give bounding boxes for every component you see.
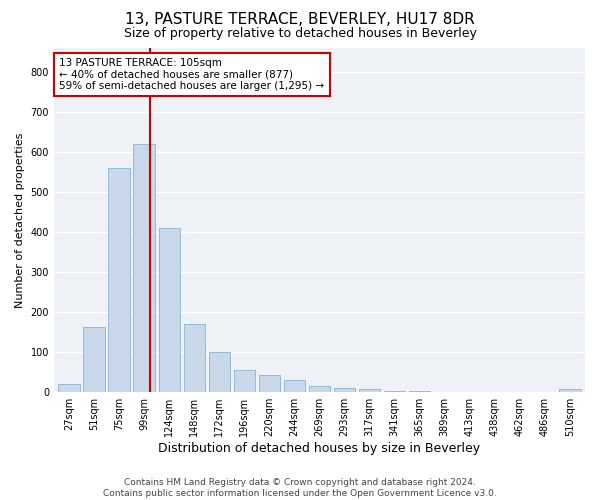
Bar (109, 168, 130, 392)
Bar (359, 389, 380, 392)
Bar (209, 352, 230, 392)
Text: Size of property relative to detached houses in Beverley: Size of property relative to detached ho… (124, 28, 476, 40)
Bar (409, 391, 430, 392)
Bar (133, 144, 155, 392)
Text: Contains HM Land Registry data © Crown copyright and database right 2024.
Contai: Contains HM Land Registry data © Crown c… (103, 478, 497, 498)
Bar (158, 228, 180, 392)
Bar (334, 388, 355, 392)
Bar (559, 390, 581, 392)
Text: 13, PASTURE TERRACE, BEVERLEY, HU17 8DR: 13, PASTURE TERRACE, BEVERLEY, HU17 8DR (125, 12, 475, 28)
Text: 13 PASTURE TERRACE: 105sqm
← 40% of detached houses are smaller (877)
59% of sem: 13 PASTURE TERRACE: 105sqm ← 40% of deta… (59, 58, 325, 91)
Bar (309, 386, 330, 392)
Bar (259, 376, 280, 392)
Bar (184, 324, 205, 392)
X-axis label: Distribution of detached houses by size in Beverley: Distribution of detached houses by size … (158, 442, 481, 455)
Bar (233, 370, 255, 392)
Bar (384, 390, 405, 392)
Bar (284, 380, 305, 392)
Bar (58, 384, 80, 392)
Bar (83, 327, 104, 392)
Y-axis label: Number of detached properties: Number of detached properties (15, 132, 25, 308)
